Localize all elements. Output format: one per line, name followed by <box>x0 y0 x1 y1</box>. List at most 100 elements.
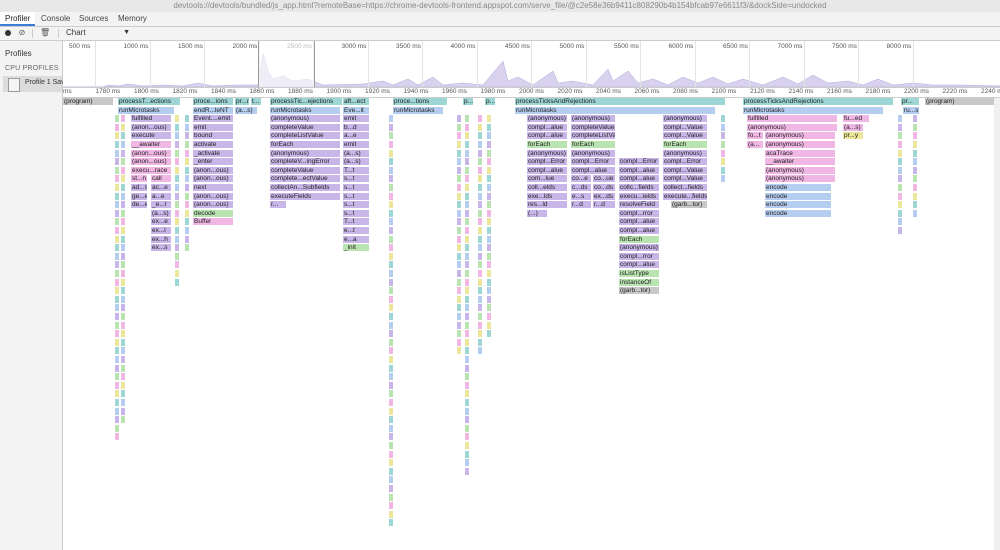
flame-bar[interactable]: compl...Error <box>663 158 707 166</box>
flame-sliver[interactable] <box>175 166 179 174</box>
flame-sliver[interactable] <box>389 347 393 355</box>
flame-sliver[interactable] <box>115 201 119 209</box>
flame-sliver[interactable] <box>898 184 902 191</box>
flame-chart-scrollbar[interactable] <box>994 98 1000 550</box>
flame-bar[interactable]: (anonymous) <box>765 132 835 140</box>
flame-sliver[interactable] <box>389 261 393 269</box>
flame-sliver[interactable] <box>465 123 469 131</box>
flame-sliver[interactable] <box>115 407 119 415</box>
flame-sliver[interactable] <box>457 227 461 234</box>
flame-bar[interactable]: pr... <box>901 98 919 105</box>
clear-icon[interactable]: ⊘ <box>18 28 26 37</box>
flame-sliver[interactable] <box>185 184 189 191</box>
flame-bar[interactable]: (anonymous) <box>527 149 567 157</box>
flame-sliver[interactable] <box>721 158 725 166</box>
flame-sliver[interactable] <box>115 132 119 140</box>
flame-sliver[interactable] <box>487 184 491 191</box>
flame-sliver[interactable] <box>898 141 902 148</box>
flame-sliver[interactable] <box>175 252 179 260</box>
flame-sliver[interactable] <box>457 347 461 355</box>
flame-bar[interactable]: compl...alue <box>619 227 659 234</box>
flame-sliver[interactable] <box>115 338 119 346</box>
flame-sliver[interactable] <box>465 270 469 277</box>
flame-sliver[interactable] <box>487 261 491 269</box>
flame-sliver[interactable] <box>115 373 119 381</box>
flame-sliver[interactable] <box>913 184 917 191</box>
flame-bar[interactable]: st...n <box>131 175 147 183</box>
flame-sliver[interactable] <box>487 244 491 252</box>
flame-sliver[interactable] <box>457 132 461 140</box>
flame-bar[interactable]: compl...rror <box>619 209 659 217</box>
flame-sliver[interactable] <box>389 338 393 346</box>
flame-sliver[interactable] <box>913 123 917 131</box>
flame-sliver[interactable] <box>457 261 461 269</box>
flame-sliver[interactable] <box>457 175 461 183</box>
flame-bar[interactable]: compl...Value <box>663 175 707 183</box>
flame-bar[interactable]: co...ds <box>593 184 615 191</box>
flame-sliver[interactable] <box>121 270 125 277</box>
flame-bar[interactable]: r...d <box>593 201 615 209</box>
flame-bar[interactable]: (anonymous) <box>571 149 615 157</box>
flame-bar[interactable]: compl...alue <box>619 175 659 183</box>
flame-sliver[interactable] <box>721 132 725 140</box>
flame-sliver[interactable] <box>121 407 125 415</box>
flame-sliver[interactable] <box>115 424 119 432</box>
flame-sliver[interactable] <box>389 287 393 295</box>
flame-bar[interactable]: compl...alue <box>527 123 567 131</box>
flame-sliver[interactable] <box>121 390 125 398</box>
flame-bar[interactable]: forEach <box>571 141 615 148</box>
flame-sliver[interactable] <box>121 373 125 381</box>
flame-sliver[interactable] <box>389 158 393 166</box>
flame-sliver[interactable] <box>185 201 189 209</box>
flame-sliver[interactable] <box>478 235 482 243</box>
flame-sliver[interactable] <box>121 295 125 303</box>
flame-sliver[interactable] <box>121 347 125 355</box>
flame-bar[interactable]: a...e <box>343 132 369 140</box>
flame-sliver[interactable] <box>478 330 482 338</box>
flame-sliver[interactable] <box>121 381 125 389</box>
flame-sliver[interactable] <box>465 330 469 338</box>
flame-sliver[interactable] <box>389 123 393 131</box>
flame-sliver[interactable] <box>185 115 189 123</box>
flame-sliver[interactable] <box>115 115 119 123</box>
flame-sliver[interactable] <box>389 450 393 458</box>
flame-sliver[interactable] <box>389 149 393 157</box>
flame-sliver[interactable] <box>478 141 482 148</box>
flame-bar[interactable]: completeListValue <box>270 132 340 140</box>
flame-sliver[interactable] <box>121 115 125 123</box>
flame-bar[interactable]: collectAn...Subfields <box>270 184 340 191</box>
flame-sliver[interactable] <box>478 218 482 226</box>
flame-sliver[interactable] <box>898 132 902 140</box>
flame-sliver[interactable] <box>389 235 393 243</box>
flame-bar[interactable]: (anon...ous) <box>131 158 171 166</box>
flame-sliver[interactable] <box>487 132 491 140</box>
flame-sliver[interactable] <box>913 201 917 209</box>
flame-bar[interactable]: aft...ect <box>343 98 369 105</box>
flame-sliver[interactable] <box>115 433 119 441</box>
flame-sliver[interactable] <box>465 356 469 363</box>
flame-bar[interactable]: (program) <box>63 98 113 105</box>
flame-sliver[interactable] <box>478 132 482 140</box>
flame-sliver[interactable] <box>121 227 125 234</box>
flame-sliver[interactable] <box>389 295 393 303</box>
flame-sliver[interactable] <box>465 450 469 458</box>
flame-sliver[interactable] <box>175 261 179 269</box>
flame-bar[interactable]: forEach <box>527 141 567 148</box>
flame-sliver[interactable] <box>115 235 119 243</box>
flame-sliver[interactable] <box>389 115 393 123</box>
flame-bar[interactable]: Eve...it <box>343 106 369 114</box>
flame-bar[interactable]: runMicrotasks <box>515 106 715 114</box>
flame-sliver[interactable] <box>175 158 179 166</box>
flame-sliver[interactable] <box>389 399 393 406</box>
flame-sliver[interactable] <box>487 295 491 303</box>
flame-sliver[interactable] <box>487 304 491 312</box>
flame-bar[interactable]: completeListValue <box>571 132 615 140</box>
flame-bar[interactable]: fo...t <box>747 132 763 140</box>
flame-sliver[interactable] <box>465 373 469 381</box>
flame-bar[interactable]: ex...l <box>151 227 171 234</box>
flame-sliver[interactable] <box>487 123 491 131</box>
flame-bar[interactable]: (anonymous) <box>663 115 707 123</box>
flame-sliver[interactable] <box>389 416 393 424</box>
flame-bar[interactable]: acaTrace <box>765 149 835 157</box>
flame-sliver[interactable] <box>478 278 482 286</box>
